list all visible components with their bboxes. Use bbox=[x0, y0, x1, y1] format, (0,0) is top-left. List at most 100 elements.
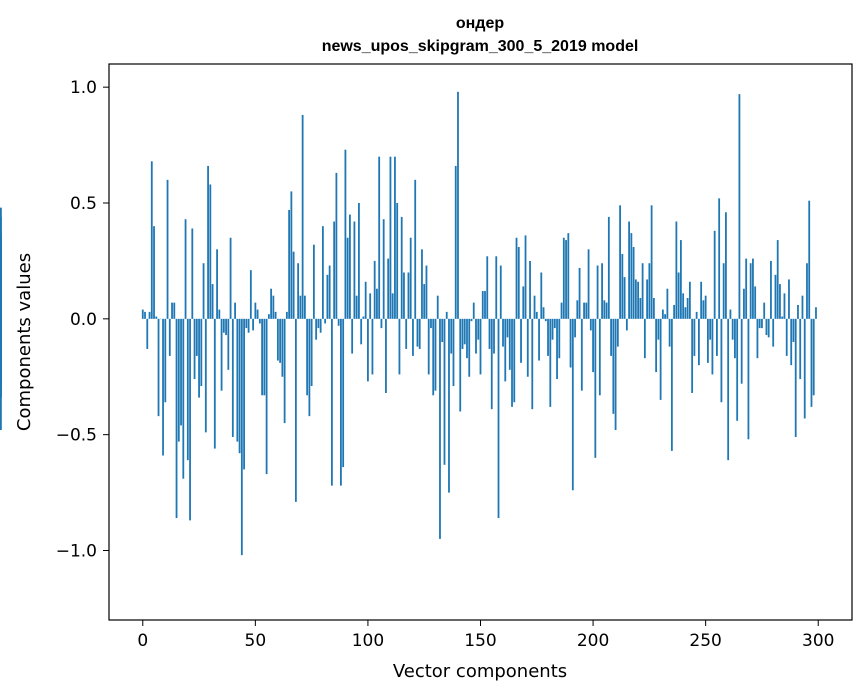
bar-185 bbox=[558, 318, 561, 359]
bar-115 bbox=[400, 216, 403, 319]
bar-178 bbox=[542, 307, 545, 319]
bar-243 bbox=[688, 281, 691, 319]
bar-84 bbox=[331, 318, 333, 486]
bar-83 bbox=[328, 265, 331, 319]
bar-88 bbox=[340, 318, 342, 486]
bar-177 bbox=[540, 272, 543, 319]
bar-65 bbox=[288, 209, 291, 319]
bar-111 bbox=[391, 293, 394, 319]
bar-29 bbox=[207, 165, 209, 319]
bar-59 bbox=[274, 311, 277, 319]
bar-282 bbox=[776, 240, 779, 319]
bar-13 bbox=[171, 302, 173, 319]
y-tick-label: −0.5 bbox=[56, 426, 97, 446]
bar-202 bbox=[596, 265, 599, 319]
bar-204 bbox=[601, 263, 603, 319]
bar-257 bbox=[720, 318, 723, 403]
bar-7 bbox=[157, 318, 160, 417]
bar-216 bbox=[628, 221, 630, 319]
bar-57 bbox=[270, 288, 273, 319]
bar-60 bbox=[276, 318, 279, 361]
bar-158 bbox=[497, 318, 500, 519]
bar-173 bbox=[531, 318, 534, 410]
bar-120 bbox=[412, 318, 414, 356]
bar-279 bbox=[770, 260, 772, 319]
bar-237 bbox=[675, 221, 678, 319]
y-tick-label: 0.0 bbox=[70, 310, 97, 330]
bar-66 bbox=[290, 191, 293, 319]
bar-234 bbox=[668, 318, 671, 347]
bar-206 bbox=[605, 302, 608, 319]
bar-151 bbox=[481, 291, 484, 319]
bar-272 bbox=[754, 286, 757, 319]
bar-286 bbox=[785, 318, 788, 356]
bar-25 bbox=[198, 318, 200, 398]
bar-179 bbox=[544, 318, 547, 322]
x-tick-label: 50 bbox=[245, 631, 267, 651]
bar-131 bbox=[436, 295, 439, 319]
bar-141 bbox=[459, 318, 462, 412]
bar-196 bbox=[583, 302, 585, 319]
bar-105 bbox=[378, 156, 381, 319]
bar-109 bbox=[387, 258, 390, 319]
bar-96 bbox=[358, 203, 360, 319]
bar-1 bbox=[144, 311, 146, 319]
bar-256 bbox=[718, 198, 721, 319]
bar-11 bbox=[166, 179, 169, 319]
bar-252 bbox=[709, 318, 712, 340]
bar-260 bbox=[727, 318, 730, 461]
bar-9 bbox=[162, 318, 164, 456]
bar-287 bbox=[788, 279, 790, 319]
bar-101 bbox=[369, 293, 372, 319]
bar-148 bbox=[475, 318, 477, 354]
bar-169 bbox=[522, 286, 525, 319]
bar-116 bbox=[403, 272, 405, 319]
bar-117 bbox=[405, 318, 408, 349]
bar-146 bbox=[470, 318, 473, 322]
bar-246 bbox=[695, 311, 698, 319]
bar-19 bbox=[184, 219, 187, 319]
y-tick-label: 0.5 bbox=[70, 194, 97, 214]
bar-298 bbox=[812, 318, 815, 396]
bar-289 bbox=[792, 318, 795, 342]
bar-240 bbox=[682, 293, 685, 319]
bar-183 bbox=[553, 318, 556, 329]
bar-121 bbox=[414, 179, 417, 319]
bar-145 bbox=[468, 318, 471, 377]
bar-127 bbox=[427, 318, 430, 375]
bar-12 bbox=[168, 318, 171, 356]
bar-108 bbox=[385, 318, 387, 393]
bar-284 bbox=[781, 316, 784, 319]
bar-264 bbox=[736, 318, 739, 421]
bar-73 bbox=[306, 318, 309, 396]
bar-46 bbox=[245, 318, 248, 329]
bar-166 bbox=[515, 237, 518, 319]
bar-68 bbox=[294, 318, 297, 502]
bar-137 bbox=[450, 318, 453, 354]
bar-280 bbox=[772, 318, 775, 347]
bar-176 bbox=[538, 318, 540, 361]
bar-153 bbox=[486, 256, 489, 319]
bar-138 bbox=[452, 318, 455, 387]
bar-136 bbox=[448, 318, 450, 493]
bars-group bbox=[0, 91, 817, 556]
bar-238 bbox=[677, 272, 680, 319]
bar-299 bbox=[815, 307, 817, 319]
bar-62 bbox=[281, 318, 284, 377]
bar-226 bbox=[650, 205, 653, 319]
bar-215 bbox=[625, 318, 628, 331]
bar-28 bbox=[204, 318, 207, 433]
bar-104 bbox=[376, 288, 378, 319]
bar-291 bbox=[797, 304, 799, 319]
bar-50 bbox=[254, 302, 257, 319]
bar-24 bbox=[195, 318, 198, 356]
bar-152 bbox=[484, 291, 486, 319]
bar-245 bbox=[693, 318, 696, 356]
bar-69 bbox=[297, 263, 300, 319]
bar-228 bbox=[655, 318, 658, 373]
bar-229 bbox=[657, 318, 660, 340]
bar-42 bbox=[236, 318, 239, 442]
bar-273 bbox=[756, 318, 759, 359]
bar-251 bbox=[707, 318, 709, 363]
bar-267 bbox=[743, 288, 745, 319]
